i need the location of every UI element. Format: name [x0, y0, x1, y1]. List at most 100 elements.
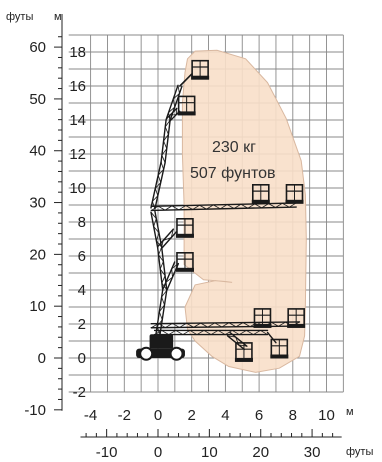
- boom-truss: [169, 115, 171, 122]
- boom-truss: [271, 321, 279, 327]
- boom-truss: [152, 195, 159, 202]
- boom-truss: [175, 330, 184, 335]
- boom-truss: [189, 330, 198, 335]
- feet-tick-label: 50: [29, 91, 46, 108]
- boom-truss: [171, 268, 173, 278]
- boom-truss: [158, 311, 163, 320]
- feet-tick-label: 10: [29, 298, 46, 315]
- boom-truss: [156, 240, 162, 248]
- platform-basket: [175, 252, 194, 272]
- basket-floor: [191, 75, 210, 80]
- feet-tick-label: 0: [38, 350, 46, 367]
- boom-truss: [186, 322, 194, 328]
- basket-floor: [175, 233, 194, 238]
- boom-truss: [228, 322, 237, 328]
- chassis: [136, 334, 185, 361]
- platform-basket: [251, 184, 270, 204]
- boom-truss: [261, 203, 269, 209]
- meter-x-tick-label: -2: [118, 407, 131, 424]
- boom-jib: [179, 73, 193, 87]
- basket-floor: [177, 111, 196, 116]
- boom-truss: [213, 204, 221, 210]
- boom-truss: [182, 330, 191, 335]
- boom-riser: [162, 261, 176, 290]
- boom-truss: [161, 155, 166, 163]
- boom-truss: [214, 322, 223, 328]
- boom-riser: [157, 228, 175, 247]
- boom-truss: [193, 322, 201, 328]
- boom-truss: [227, 335, 236, 338]
- feet-tick-label: 60: [29, 39, 46, 56]
- basket-floor: [234, 357, 253, 362]
- platform-basket: [177, 95, 196, 116]
- meter-tick-label: -2: [73, 384, 86, 401]
- platform-basket: [234, 342, 253, 362]
- meter-x-tick-label: 10: [318, 407, 335, 424]
- basket-floor: [287, 323, 306, 328]
- boom-truss: [172, 98, 176, 108]
- boom-truss: [170, 229, 174, 238]
- platform-basket: [253, 308, 272, 328]
- meter-tick-label: 10: [69, 180, 86, 197]
- boom-lower-horizontal: [150, 325, 301, 329]
- basket-floor: [285, 199, 304, 204]
- meters-unit-label-bottom: м: [346, 406, 354, 418]
- boom-truss: [161, 148, 168, 156]
- feet-axis-left: -10 0 10 20 30 40 50 60: [24, 14, 63, 419]
- boom-truss: [157, 169, 164, 176]
- feet-tick-label: 30: [29, 195, 46, 212]
- boom-truss: [199, 204, 207, 210]
- boom-truss: [207, 322, 215, 328]
- boom-truss: [200, 322, 208, 328]
- boom-riser: [150, 211, 159, 249]
- boom-truss: [239, 330, 247, 335]
- boom-truss: [192, 204, 200, 210]
- boom-truss: [210, 330, 219, 335]
- boom-truss: [153, 226, 160, 234]
- boom-truss: [177, 85, 180, 94]
- feet-x-tick-label: 20: [252, 444, 269, 461]
- boom-truss: [282, 202, 290, 208]
- feet-x-tick-label: 10: [201, 444, 218, 461]
- boom-truss: [238, 344, 247, 347]
- meters-axis-left: -2 0 2 4 6 8 10 12 14 16 18: [69, 44, 86, 401]
- boom-truss: [164, 205, 173, 211]
- boom-truss: [178, 205, 186, 211]
- boom-truss: [159, 261, 164, 270]
- boom-lift-machine: [136, 59, 306, 362]
- boom-truss: [278, 321, 286, 327]
- platform-basket: [287, 308, 306, 328]
- boom-truss: [165, 282, 167, 291]
- meter-x-tick-label: 2: [188, 407, 196, 424]
- boom-truss: [160, 240, 164, 249]
- platform-basket: [191, 59, 210, 80]
- boom-truss: [247, 203, 255, 209]
- boom-truss: [158, 254, 164, 262]
- wheel: [169, 346, 184, 361]
- boom-truss: [235, 322, 244, 328]
- boom-truss: [165, 323, 173, 328]
- meter-tick-label: 14: [69, 112, 86, 129]
- boom-truss: [153, 218, 157, 227]
- feet-unit-label: футы: [6, 11, 33, 23]
- boom-truss: [155, 232, 160, 241]
- meter-tick-label: 18: [69, 44, 86, 61]
- boom-truss: [254, 203, 262, 209]
- platform-basket: [285, 184, 304, 204]
- boom-upper-riser: [165, 84, 179, 121]
- boom-upper-riser: [150, 161, 162, 209]
- meter-tick-label: 2: [78, 316, 86, 333]
- capacity-kg-label: 230 кг: [212, 139, 256, 156]
- basket-floor: [251, 199, 270, 204]
- boom-truss: [224, 330, 233, 335]
- boom-truss: [156, 319, 163, 327]
- boom-truss: [179, 322, 187, 328]
- boom-truss: [159, 268, 166, 276]
- boom-riser: [160, 231, 178, 250]
- boom-truss: [163, 134, 169, 142]
- boom-truss: [155, 182, 161, 189]
- boom-truss: [268, 203, 276, 208]
- boom-truss: [159, 304, 165, 313]
- boom-truss: [165, 276, 173, 283]
